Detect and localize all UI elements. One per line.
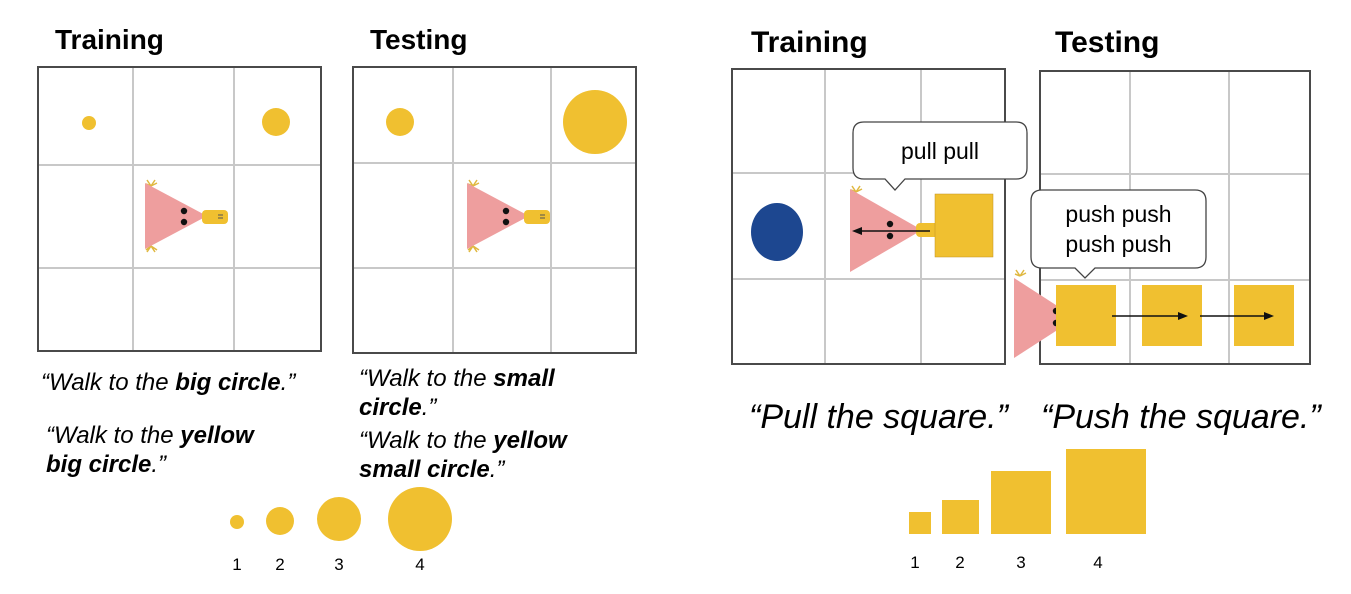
agent-triangle-icon <box>145 179 228 253</box>
square-size-label-3: 3 <box>1016 553 1026 572</box>
size-legend-square-1 <box>909 512 931 534</box>
size-legend-square-4 <box>1066 449 1146 534</box>
push-bubble-line-1: push push <box>1065 201 1172 227</box>
testing-caption-2: “Walk to the yellow small circle.” <box>359 427 567 483</box>
circle-size-label-4: 4 <box>415 555 425 574</box>
training-caption-2: “Walk to the yellow big circle.” <box>46 422 254 478</box>
agent-triangle-icon <box>850 185 940 272</box>
left-training-heading: Training <box>55 24 164 55</box>
yellow-square-icon <box>934 193 994 258</box>
circle-size-label-2: 2 <box>275 555 285 574</box>
right-training-heading: Training <box>751 26 868 59</box>
pull-caption: “Pull the square.” <box>749 398 1008 436</box>
size-legend-circle-3 <box>317 497 361 541</box>
yellow-circle-icon <box>563 90 627 154</box>
left-testing-heading: Testing <box>370 24 468 55</box>
speech-bubble-icon <box>1030 189 1207 279</box>
size-legend-circle-1 <box>230 515 244 529</box>
push-caption: “Push the square.” <box>1041 398 1321 436</box>
square-size-label-1: 1 <box>910 553 920 572</box>
yellow-circle-icon <box>82 116 96 130</box>
speech-bubble-icon <box>852 121 1028 191</box>
blue-circle-icon <box>751 203 803 261</box>
arrow-icon <box>852 227 930 235</box>
push-bubble-line-2: push push <box>1065 231 1172 257</box>
size-legend-circle-2 <box>266 507 294 535</box>
size-legend-square-3 <box>991 471 1051 534</box>
testing-caption-1: “Walk to the small circle.” <box>359 365 555 421</box>
size-legend-square-2 <box>942 500 979 534</box>
square-size-label-4: 4 <box>1093 553 1103 572</box>
yellow-circle-icon <box>386 108 414 136</box>
size-legend-circle-4 <box>388 487 452 551</box>
circle-size-label-1: 1 <box>232 555 242 574</box>
yellow-circle-icon <box>262 108 290 136</box>
yellow-square-icon <box>1056 285 1116 346</box>
agent-triangle-icon <box>467 179 550 253</box>
circle-size-label-3: 3 <box>334 555 344 574</box>
right-testing-heading: Testing <box>1055 26 1160 59</box>
arrow-icon <box>1112 312 1274 320</box>
pull-bubble-text: pull pull <box>901 138 979 164</box>
square-size-label-2: 2 <box>955 553 965 572</box>
training-caption-1: “Walk to the big circle.” <box>41 369 296 396</box>
